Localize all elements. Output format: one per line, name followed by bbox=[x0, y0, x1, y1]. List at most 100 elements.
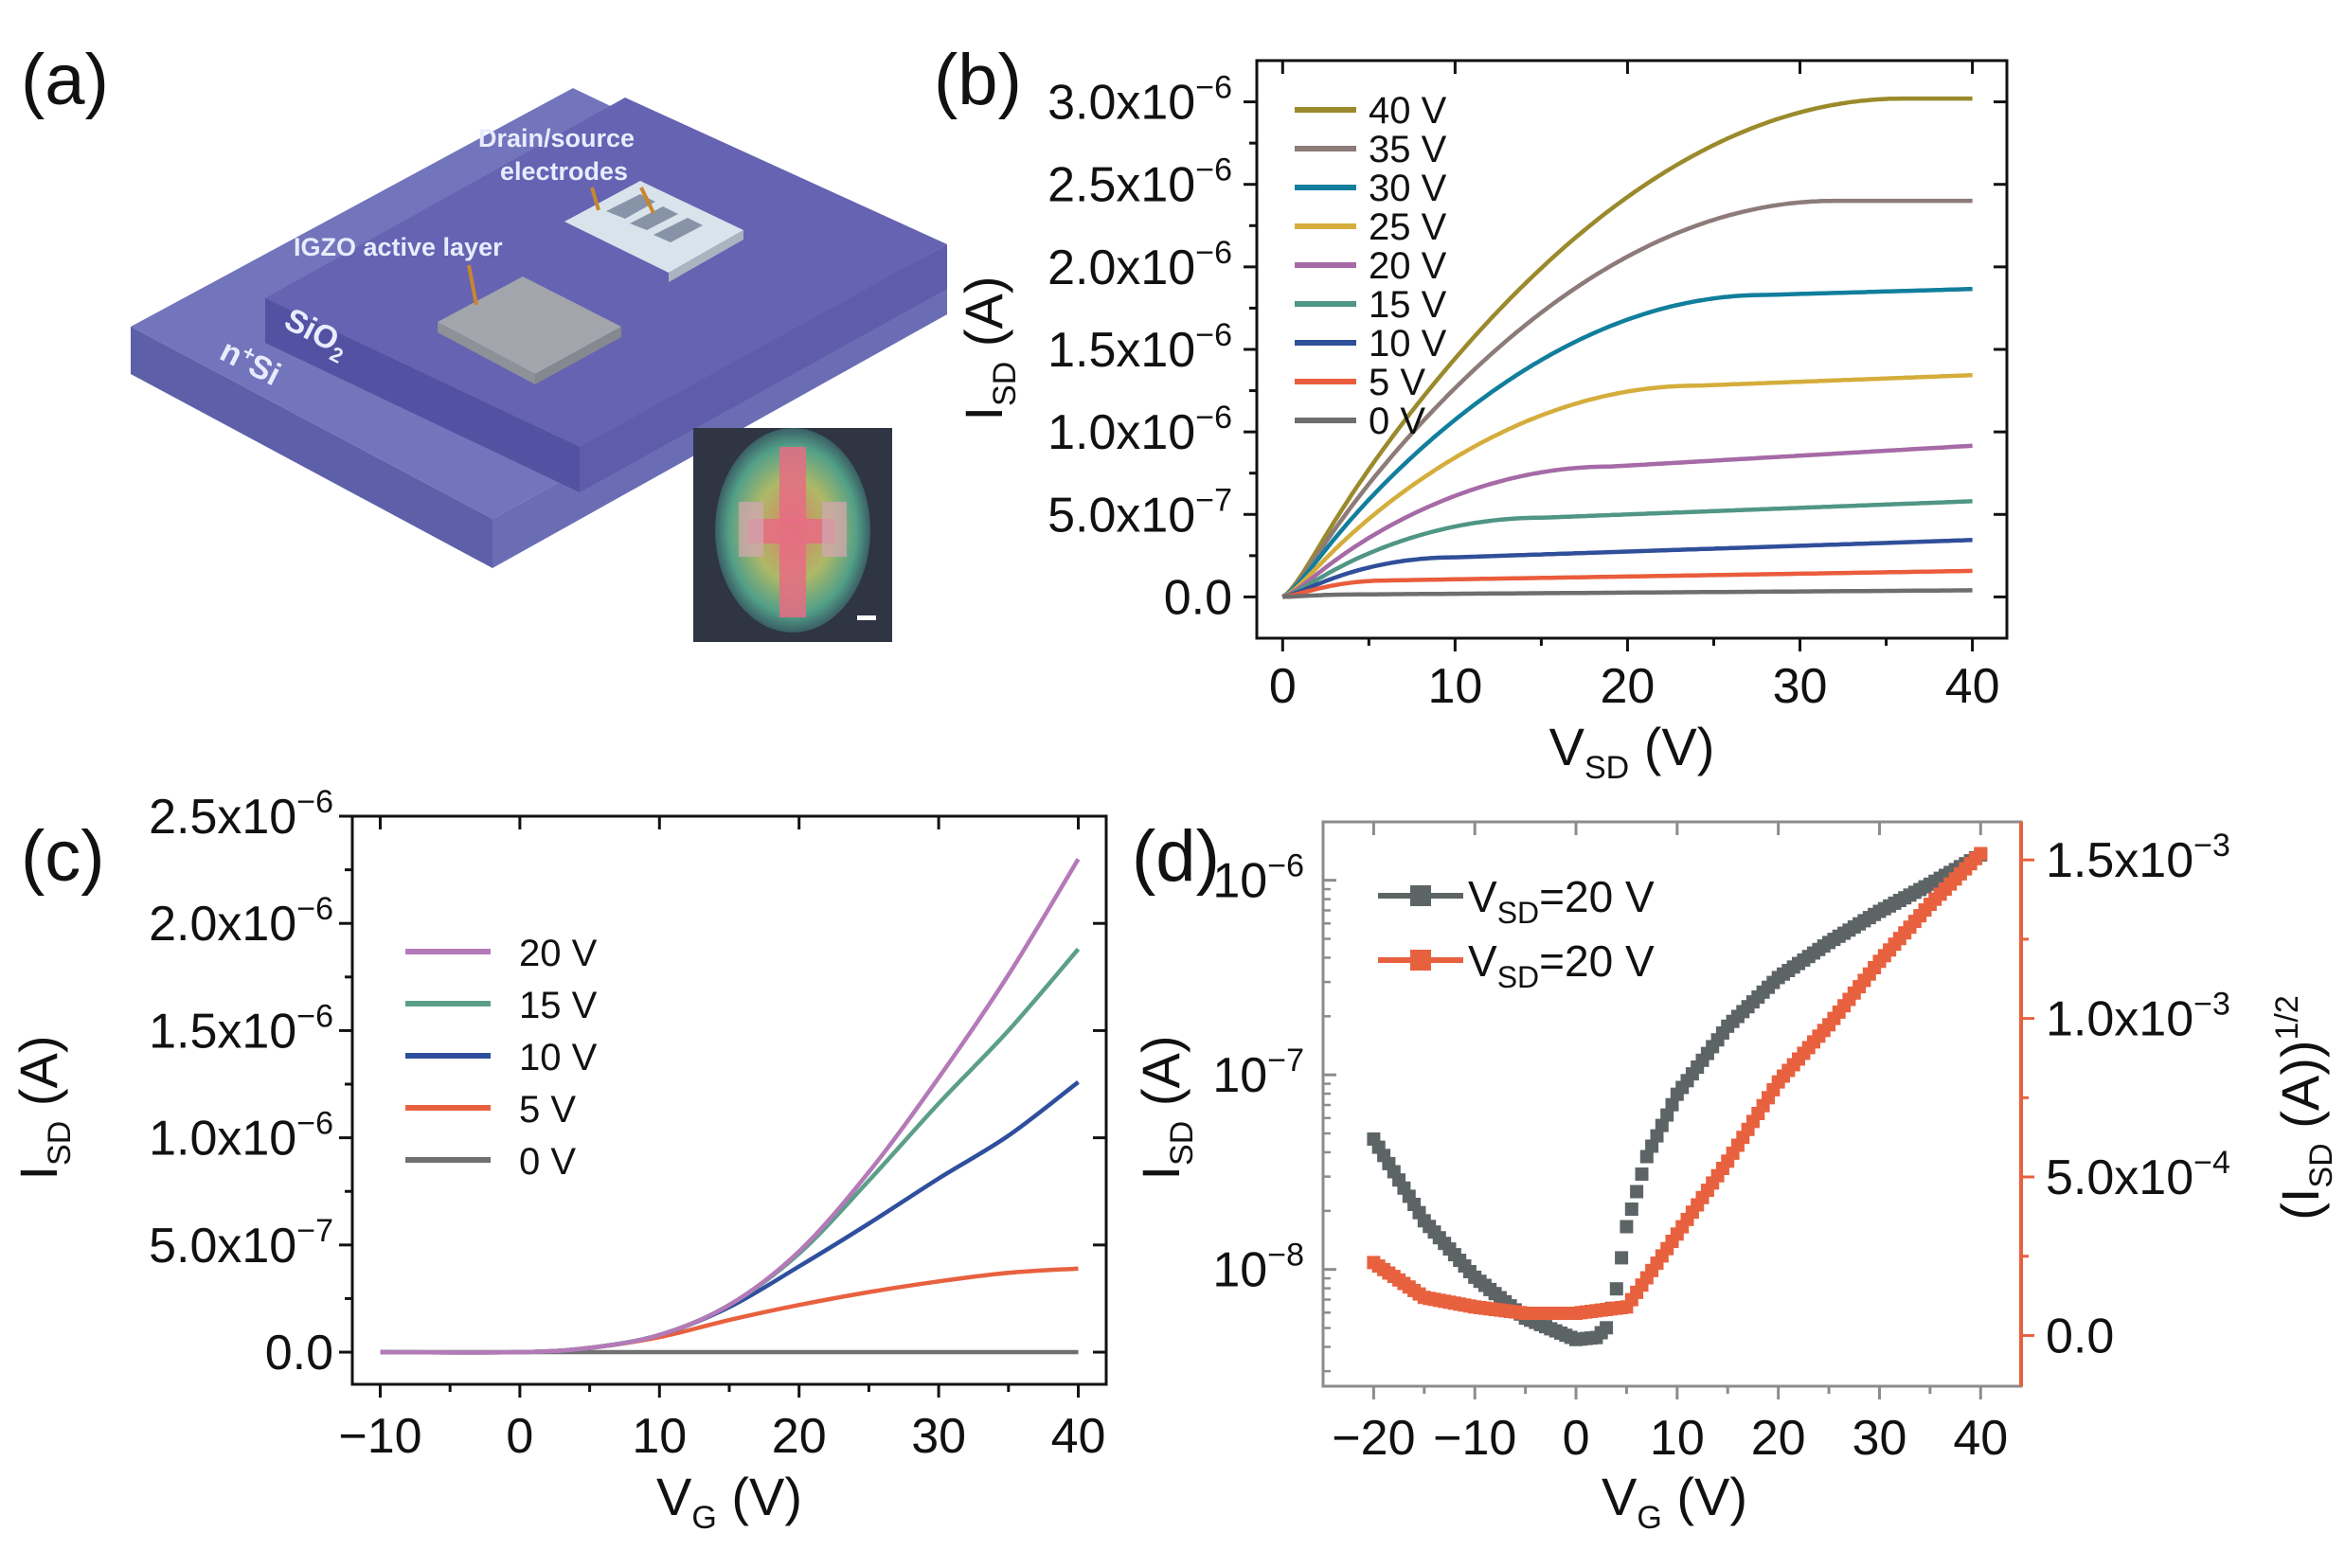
panel-c-xtick-label: 0 bbox=[506, 1409, 533, 1464]
panel-b-xtick-label: 40 bbox=[1945, 659, 2000, 714]
panel-b-series-line bbox=[1281, 538, 1973, 599]
panel-d-marker bbox=[1974, 846, 1988, 861]
panel-c-ytick-label: 1.5x10−6 bbox=[149, 998, 333, 1059]
panel-d-ytick-label: 10−8 bbox=[1212, 1238, 1304, 1298]
panel-a-letter: (a) bbox=[21, 40, 109, 120]
panel-b-series-line bbox=[1281, 443, 1973, 599]
panel-d: (d) −20 −10 0 10 20 30 40 10−8 10−7 10−6 0.0 5.0x… bbox=[1131, 816, 2339, 1536]
panel-d-legend-swatch-marker bbox=[1410, 885, 1431, 906]
panel-b-legend-label: 0 V bbox=[1369, 401, 1425, 442]
panel-c-legend-label: 15 V bbox=[519, 985, 598, 1026]
oxide-slab-right bbox=[580, 244, 947, 492]
panel-b-legend-label: 5 V bbox=[1369, 362, 1425, 403]
panel-b-ytick-label: 1.0x10−6 bbox=[1047, 400, 1232, 460]
electrode-chip-side bbox=[669, 230, 743, 282]
panel-b: (b) 0 10 20 30 40 0.0 5.0x10−7 1.0x10−6 1.5x10−… bbox=[934, 40, 2009, 786]
oxide-slab-top bbox=[265, 98, 947, 447]
panel-d-marker bbox=[1655, 1118, 1669, 1132]
panel-b-legend: 40 V35 V30 V25 V20 V15 V10 V5 V0 V bbox=[1295, 90, 1447, 442]
panel-b-legend-label: 30 V bbox=[1369, 168, 1447, 209]
panel-d-xtick-label: 40 bbox=[1953, 1411, 2008, 1466]
panel-d-legend-label: VSD=20 V bbox=[1468, 872, 1655, 930]
panel-c-xtick-label: 10 bbox=[632, 1409, 687, 1464]
panel-c-legend-label: 10 V bbox=[519, 1037, 598, 1078]
panel-b-ytick-label: 2.0x10−6 bbox=[1047, 235, 1232, 295]
panel-b-legend-label: 35 V bbox=[1369, 129, 1447, 170]
panel-c-frame bbox=[350, 814, 1108, 1386]
panel-c-xlabel: VG (V) bbox=[656, 1467, 802, 1536]
panel-b-legend-label: 25 V bbox=[1369, 206, 1447, 248]
panel-c-legend: 20 V 15 V 10 V 5 V 0 V bbox=[405, 933, 598, 1183]
panel-c-series-line bbox=[380, 1080, 1080, 1355]
panel-d-marker bbox=[1615, 1251, 1629, 1265]
panel-d-legend: VSD=20 V VSD=20 V bbox=[1378, 872, 1655, 994]
panel-c-series-line bbox=[380, 947, 1081, 1355]
igzo-label: IGZO active layer bbox=[294, 233, 503, 261]
panel-d-legend-label: VSD=20 V bbox=[1468, 936, 1655, 994]
panel-b-xlabel: VSD (V) bbox=[1549, 717, 1715, 786]
panel-b-series-line bbox=[1281, 286, 1973, 599]
panel-d-y2tick-label: 0.0 bbox=[2046, 1309, 2114, 1363]
panel-b-series-line bbox=[1281, 96, 1973, 599]
panel-c-legend-label: 20 V bbox=[519, 933, 598, 974]
electrodes-label-line1: Drain/source bbox=[478, 124, 635, 152]
panel-d-y2tick-label: 5.0x10−4 bbox=[2046, 1145, 2230, 1205]
micrograph-inset bbox=[693, 428, 892, 642]
panel-d-marker bbox=[1639, 1149, 1654, 1164]
panel-b-legend-label: 40 V bbox=[1369, 90, 1447, 132]
panel-c-ytick-label: 2.0x10−6 bbox=[149, 891, 333, 952]
panel-d-xtick-label: 30 bbox=[1853, 1411, 1907, 1466]
panel-c-letter: (c) bbox=[21, 816, 105, 897]
panel-d-xtick-label: −20 bbox=[1332, 1411, 1415, 1466]
panel-c-xtick-label: 30 bbox=[911, 1409, 966, 1464]
panel-d-series-isd bbox=[1367, 847, 1988, 1346]
panel-d-xtick-label: 10 bbox=[1650, 1411, 1705, 1466]
panel-c-series-line bbox=[380, 1266, 1079, 1355]
panel-c: (c) −10 0 10 20 30 40 0.0 5.0x10−7 1.0x10−6 1.5x… bbox=[9, 784, 1108, 1536]
panel-b-legend-label: 20 V bbox=[1369, 245, 1447, 287]
panel-b-series-line bbox=[1281, 372, 1973, 599]
panel-b-xtick-label: 20 bbox=[1601, 659, 1656, 714]
panel-c-legend-label: 5 V bbox=[519, 1089, 576, 1131]
panel-d-marker bbox=[1645, 1139, 1659, 1153]
panel-c-ytick-label: 5.0x10−7 bbox=[149, 1213, 333, 1274]
panel-d-marker bbox=[1620, 1220, 1634, 1234]
panel-c-series-line bbox=[380, 858, 1081, 1355]
panel-b-series bbox=[1281, 96, 1973, 599]
substrate-base-front bbox=[131, 327, 492, 568]
panel-d-series bbox=[1367, 846, 1988, 1346]
panel-b-ylabel: ISD (A) bbox=[954, 276, 1023, 420]
panel-b-series-line bbox=[1281, 499, 1973, 599]
panel-d-legend-swatch-marker bbox=[1410, 950, 1431, 971]
panel-b-ytick-label: 3.0x10−6 bbox=[1047, 70, 1232, 131]
panel-c-ytick-label: 1.0x10−6 bbox=[149, 1106, 333, 1167]
electrodes-label-line2: electrodes bbox=[500, 157, 628, 186]
igzo-pointer bbox=[467, 264, 478, 306]
panel-b-ytick-label: 2.5x10−6 bbox=[1047, 152, 1232, 213]
panel-d-y2tick-label: 1.5x10−3 bbox=[2046, 828, 2230, 888]
panel-d-y2tick-label: 1.0x10−3 bbox=[2046, 987, 2230, 1047]
panel-b-legend-label: 10 V bbox=[1369, 323, 1447, 365]
panel-b-series-line bbox=[1281, 198, 1973, 599]
panel-c-xtick-label: −10 bbox=[338, 1409, 421, 1464]
panel-d-xtick-label: 20 bbox=[1751, 1411, 1806, 1466]
panel-b-xtick-label: 30 bbox=[1773, 659, 1828, 714]
igzo-block-front bbox=[438, 322, 535, 384]
panel-d-marker bbox=[1609, 1282, 1623, 1296]
panel-c-xtick-label: 40 bbox=[1051, 1409, 1106, 1464]
panel-d-xlabel: VG (V) bbox=[1602, 1467, 1747, 1536]
panel-c-series bbox=[380, 858, 1081, 1355]
panel-b-xtick-label: 0 bbox=[1269, 659, 1297, 714]
panel-c-ytick-label: 2.5x10−6 bbox=[149, 784, 333, 845]
panel-c-legend-label: 0 V bbox=[519, 1141, 576, 1183]
panel-b-ytick-label: 5.0x10−7 bbox=[1047, 482, 1232, 543]
panel-d-xtick-label: 0 bbox=[1563, 1411, 1590, 1466]
panel-d-marker bbox=[1600, 1321, 1614, 1335]
panel-b-xtick-label: 10 bbox=[1427, 659, 1482, 714]
panel-d-y2label: (ISD (A))1/2 bbox=[2269, 995, 2339, 1221]
panel-d-ytick-label: 10−6 bbox=[1212, 848, 1304, 909]
igzo-block-top bbox=[438, 276, 621, 374]
panel-d-marker bbox=[1635, 1167, 1649, 1181]
panel-d-marker bbox=[1650, 1129, 1664, 1143]
panel-d-marker bbox=[1665, 1097, 1679, 1112]
